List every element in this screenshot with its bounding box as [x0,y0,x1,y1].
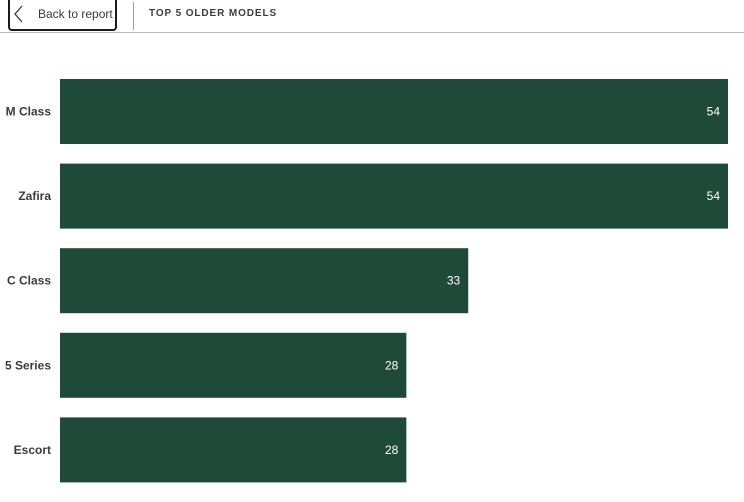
chevron-left-icon [11,4,27,24]
data-label-zafira: 54 [707,189,721,203]
bar-c-class[interactable] [60,248,469,314]
category-label-c-class: C Class [7,274,51,288]
data-label-m-class: 54 [707,105,721,119]
data-label-escort: 28 [385,443,399,457]
header-divider [133,2,134,30]
bar-chart: M Class 54 Zafira 54 C Class 33 5 Series 28 Esco… [0,40,744,497]
data-label-c-class: 33 [447,274,461,288]
bar-escort[interactable] [60,417,407,483]
bar-5-series[interactable] [60,332,407,398]
bar-m-class[interactable] [60,79,728,144]
category-label-m-class: M Class [6,105,52,119]
category-label-zafira: Zafira [18,189,51,203]
bar-chart-svg: M Class 54 Zafira 54 C Class 33 5 Series 28 Esco… [5,79,728,483]
header-bar: Back to report TOP 5 OLDER MODELS [0,0,744,33]
category-label-escort: Escort [14,443,51,457]
back-to-report-button[interactable]: Back to report [8,0,117,31]
page-title: TOP 5 OLDER MODELS [149,8,278,19]
category-label-5-series: 5 Series [5,358,51,372]
back-button-label: Back to report [38,6,113,21]
data-label-5-series: 28 [385,358,399,372]
bar-zafira[interactable] [60,163,728,229]
